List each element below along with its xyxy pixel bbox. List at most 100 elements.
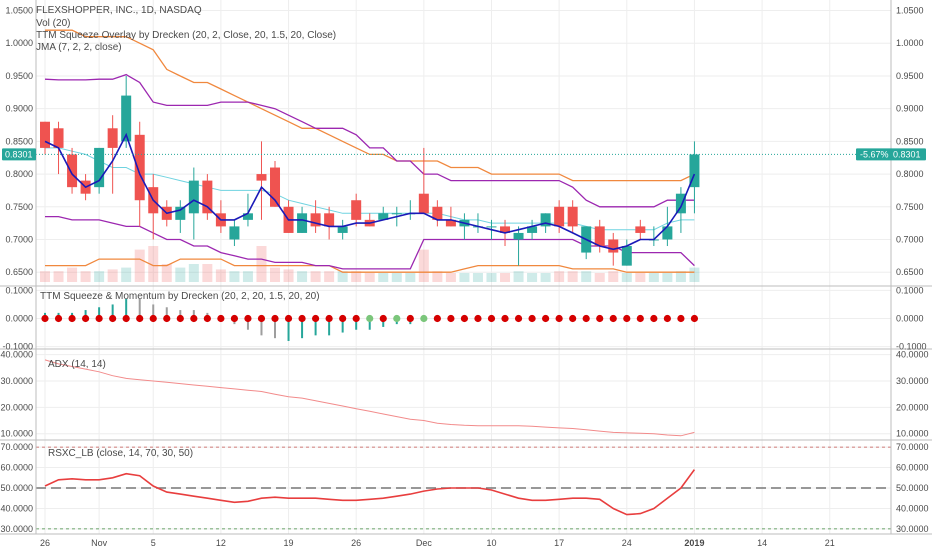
volume-bar-44	[635, 273, 646, 282]
candle-body-23	[351, 200, 362, 220]
volume-bar-48	[689, 267, 700, 282]
momentum-tick-right-1: 0.0000	[896, 314, 924, 324]
legend-squeeze-overlay[interactable]: TTM Squeeze Overlay by Drecken (20, 2, C…	[36, 30, 336, 41]
volume-bar-5	[107, 269, 118, 282]
squeeze-dot-28	[420, 314, 428, 323]
candle-body-29	[432, 206, 443, 220]
rsx-pane[interactable]: RSXC_LB (close, 14, 70, 30, 50)	[36, 446, 891, 530]
grid-lines	[36, 0, 891, 534]
candle-body-43	[621, 246, 632, 266]
candle-body-47	[675, 193, 686, 214]
volume-bar-15	[242, 271, 253, 282]
candle-body-42	[608, 239, 619, 253]
volume-bar-0	[40, 271, 50, 282]
price-pane[interactable]	[36, 29, 891, 282]
momentum-tick-right-2: -0.1000	[896, 342, 927, 352]
main-legend: FLEXSHOPPER, INC., 1D, NASDAQ Vol (20) T…	[36, 5, 336, 53]
time-label-10: 2019	[684, 538, 704, 548]
candle-body-41	[594, 226, 605, 247]
squeeze-dot-46	[663, 314, 671, 323]
candle-14	[229, 219, 240, 247]
candle-body-20	[310, 213, 321, 227]
candle-body-38	[554, 206, 565, 227]
squeeze-dot-36	[528, 314, 536, 323]
time-axis[interactable]: 26 Nov 5 12 19 26 Dec 10 17 24 2019 14 21	[40, 538, 835, 548]
price-tick-left-7: 0.7000	[5, 234, 33, 244]
momentum-tick-right-0: 0.1000	[896, 285, 924, 295]
price-tick-left-0: 1.0500	[5, 6, 33, 16]
adx-tick-left-0: 40.0000	[0, 350, 33, 360]
candle-body-17	[270, 167, 281, 207]
time-label-12: 21	[825, 538, 835, 548]
squeeze-dot-22	[339, 314, 347, 323]
candle-44	[635, 219, 646, 240]
volume-bar-36	[527, 273, 538, 282]
candle-body-16	[256, 174, 267, 181]
last-price-tag-left: 0.8301	[2, 148, 36, 161]
squeeze-dot-15	[244, 314, 252, 323]
last-price-left: 0.8301	[5, 149, 33, 159]
adx-title: ADX (14, 14)	[48, 359, 106, 370]
candle-body-37	[540, 213, 551, 227]
squeeze-dot-38	[555, 314, 563, 323]
candle-11	[188, 167, 199, 240]
volume-bar-16	[256, 246, 267, 282]
squeeze-dot-32	[474, 314, 482, 323]
volume-bar-40	[581, 271, 592, 282]
candle-25	[378, 206, 389, 220]
squeeze-dot-21	[325, 314, 333, 323]
volume-bar-18	[283, 269, 294, 282]
candle-body-4	[94, 147, 105, 188]
momentum-tick-left-1: 0.0000	[5, 314, 33, 324]
price-tick-left-1: 1.0000	[5, 38, 33, 48]
volume-bar-26	[391, 273, 402, 282]
squeeze-dot-34	[501, 314, 509, 323]
volume-bar-39	[567, 271, 578, 282]
squeeze-dot-29	[433, 314, 441, 323]
price-tick-right-8: 0.6500	[896, 267, 924, 277]
volume-bar-30	[445, 273, 456, 282]
candle-body-6	[121, 95, 132, 142]
price-tick-left-8: 0.6500	[5, 267, 33, 277]
volume-bar-32	[472, 273, 483, 282]
volume-bar-31	[459, 273, 470, 282]
time-label-7: 10	[486, 538, 496, 548]
candle-10	[175, 200, 186, 233]
volume-bar-8	[148, 246, 159, 282]
time-label-5: 26	[351, 538, 361, 548]
candle-body-30	[445, 219, 456, 227]
squeeze-dot-5	[109, 314, 117, 323]
last-price-right: 0.8301	[893, 149, 921, 159]
time-label-0: 26	[40, 538, 50, 548]
volume-bar-1	[53, 271, 64, 282]
squeeze-dot-18	[284, 314, 293, 323]
adx-tick-right-2: 20.0000	[896, 402, 929, 412]
legend-volume[interactable]: Vol (20)	[36, 18, 70, 29]
volume-bars	[40, 246, 700, 282]
candle-15	[242, 193, 253, 227]
adx-pane[interactable]: ADX (14, 14)	[44, 359, 695, 437]
legend-jma[interactable]: JMA (7, 2, 2, close)	[36, 42, 122, 53]
candle-body-34	[500, 226, 511, 233]
rsx-tick-right-1: 60.0000	[896, 463, 929, 473]
price-tick-left-2: 0.9500	[5, 71, 33, 81]
price-tick-right-1: 1.0000	[896, 38, 924, 48]
squeeze-dot-16	[257, 314, 266, 323]
squeeze-dot-3	[81, 314, 90, 323]
squeeze-dot-45	[650, 314, 658, 323]
candle-body-5	[107, 128, 118, 148]
candle-29	[432, 200, 443, 227]
right-price-axis[interactable]: 1.0500 1.0000 0.9500 0.9000 0.8500 0.8000 0.75…	[896, 6, 929, 534]
momentum-pane[interactable]: TTM Squeeze & Momentum by Drecken (20, 2…	[40, 291, 699, 341]
left-price-axis[interactable]: 1.0500 1.0000 0.9500 0.9000 0.8500 0.8000 0.75…	[0, 6, 33, 534]
squeeze-dot-33	[487, 314, 496, 323]
adx-tick-left-3: 10.0000	[0, 429, 33, 439]
price-tick-left-5: 0.8000	[5, 169, 33, 179]
volume-bar-27	[405, 273, 416, 282]
price-tick-right-0: 1.0500	[896, 6, 924, 16]
volume-bar-19	[297, 271, 308, 282]
momentum-tick-left-0: 0.1000	[5, 285, 33, 295]
volume-bar-41	[594, 273, 605, 282]
candle-body-48	[689, 154, 700, 188]
time-label-1: Nov	[91, 538, 108, 548]
